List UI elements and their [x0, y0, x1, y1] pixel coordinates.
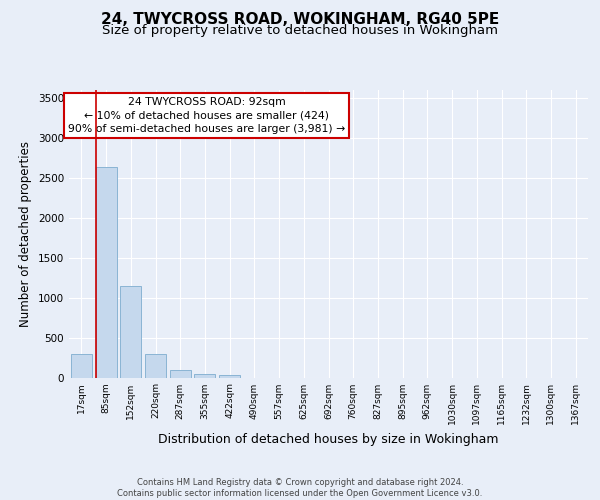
Bar	[170, 370, 191, 378]
Bar	[120, 286, 141, 378]
Text: Contains HM Land Registry data © Crown copyright and database right 2024.
Contai: Contains HM Land Registry data © Crown c…	[118, 478, 482, 498]
Text: 24 TWYCROSS ROAD: 92sqm
← 10% of detached houses are smaller (424)
90% of semi-d: 24 TWYCROSS ROAD: 92sqm ← 10% of detache…	[68, 97, 345, 134]
Bar	[219, 375, 240, 378]
Text: Size of property relative to detached houses in Wokingham: Size of property relative to detached ho…	[102, 24, 498, 37]
Bar	[194, 374, 215, 378]
Text: 24, TWYCROSS ROAD, WOKINGHAM, RG40 5PE: 24, TWYCROSS ROAD, WOKINGHAM, RG40 5PE	[101, 12, 499, 28]
Bar	[71, 354, 92, 378]
Y-axis label: Number of detached properties: Number of detached properties	[19, 141, 32, 327]
Bar	[95, 168, 116, 378]
Bar	[145, 354, 166, 378]
X-axis label: Distribution of detached houses by size in Wokingham: Distribution of detached houses by size …	[158, 433, 499, 446]
